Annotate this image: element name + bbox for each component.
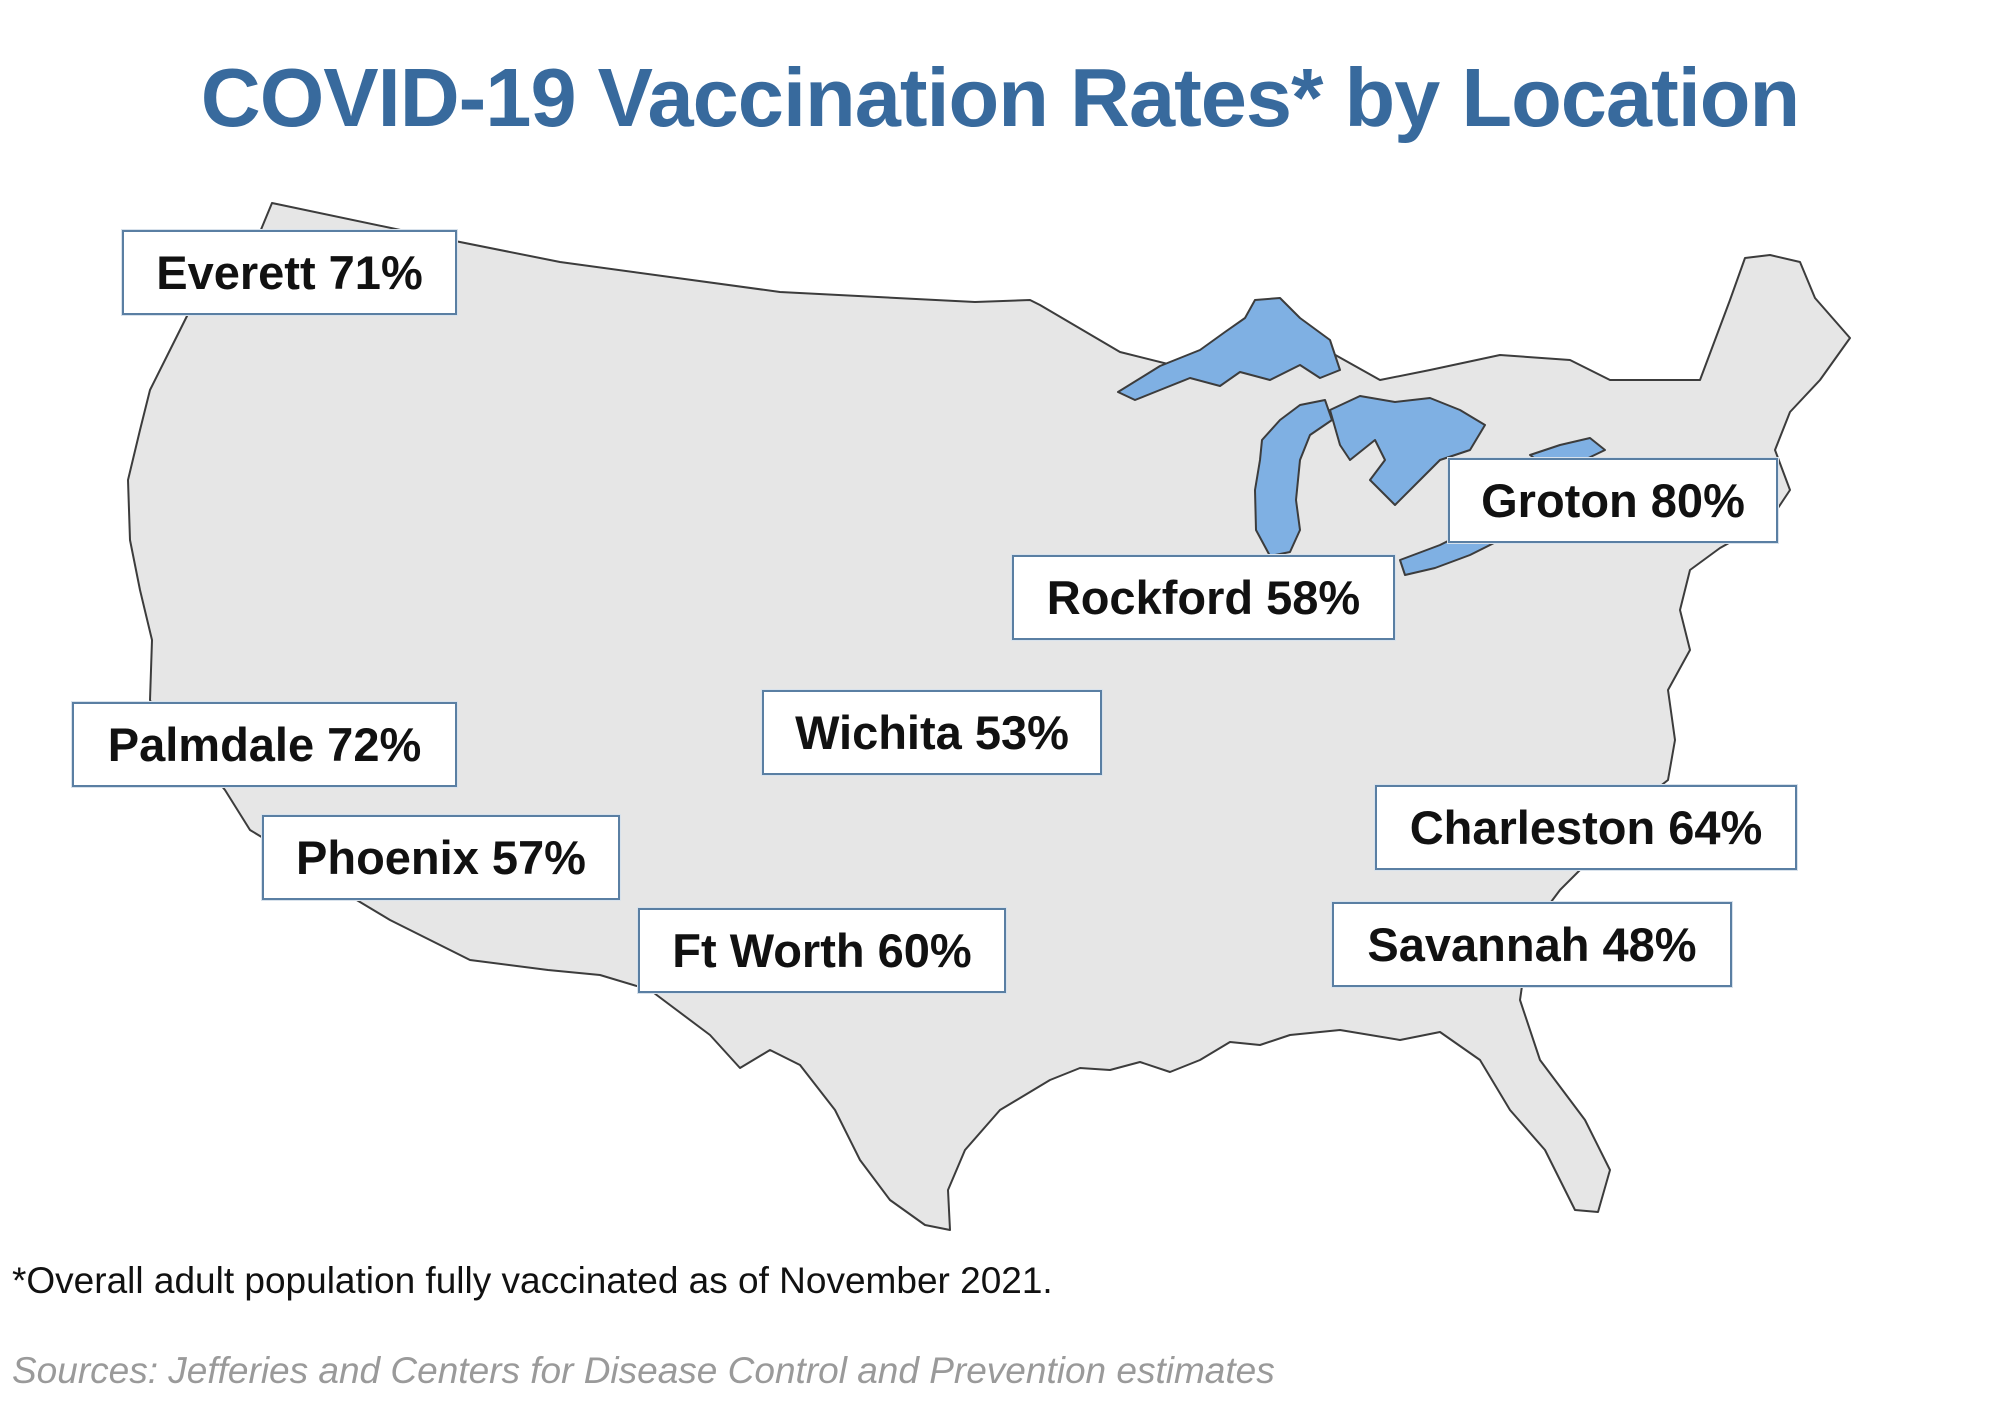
lake-michigan xyxy=(1254,399,1333,557)
location-label-rockford: Rockford 58% xyxy=(1012,555,1395,640)
page-title: COVID-19 Vaccination Rates* by Location xyxy=(200,51,1800,144)
location-label-everett: Everett 71% xyxy=(122,230,457,315)
location-label-wichita: Wichita 53% xyxy=(762,690,1102,775)
location-label-phoenix: Phoenix 57% xyxy=(262,815,620,900)
location-label-groton: Groton 80% xyxy=(1448,458,1778,543)
location-label-ft-worth: Ft Worth 60% xyxy=(638,908,1006,993)
location-label-charleston: Charleston 64% xyxy=(1375,785,1797,870)
lake-huron xyxy=(1329,395,1486,506)
lake-superior xyxy=(1117,297,1341,401)
source-note: Sources: Jefferies and Centers for Disea… xyxy=(12,1350,1275,1391)
footnote: *Overall adult population fully vaccinat… xyxy=(12,1260,1053,1301)
location-label-palmdale: Palmdale 72% xyxy=(72,702,457,787)
location-label-savannah: Savannah 48% xyxy=(1332,902,1732,987)
